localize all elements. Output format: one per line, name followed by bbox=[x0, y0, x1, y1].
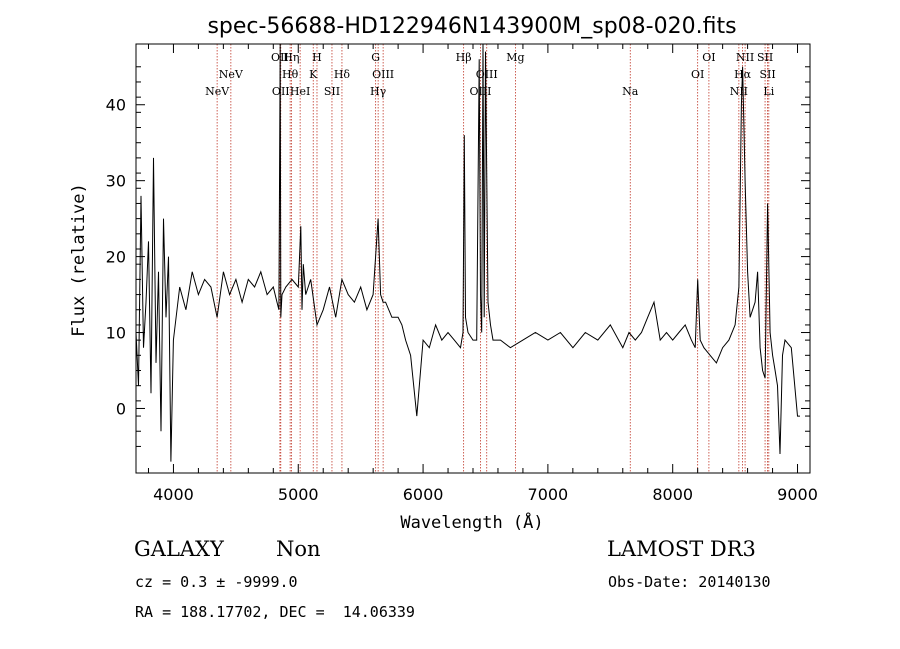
x-tick-label: 4000 bbox=[153, 485, 194, 504]
object-subclass: Non bbox=[276, 537, 321, 561]
emission-line-label: G bbox=[371, 51, 380, 64]
y-tick-label: 40 bbox=[106, 96, 126, 115]
emission-line-label: HeI bbox=[290, 85, 310, 98]
emission-line-label: SII bbox=[759, 68, 775, 81]
y-axis-label: Flux (relative) bbox=[69, 183, 89, 337]
emission-line-label: Hθ bbox=[282, 68, 299, 81]
emission-line-label: OI bbox=[691, 68, 704, 81]
x-axis-label: Wavelength (Å) bbox=[400, 511, 543, 533]
obs-date-text: Obs-Date: 20140130 bbox=[608, 573, 771, 591]
spectrum-series-line bbox=[135, 43, 800, 462]
emission-line-label: NeV bbox=[219, 68, 244, 81]
emission-line-label: OI bbox=[702, 51, 715, 64]
emission-line-label: Hη bbox=[283, 51, 299, 64]
emission-line-label: Mg bbox=[506, 51, 524, 64]
emission-line-label: Hδ bbox=[334, 68, 351, 81]
emission-line-label: OIII bbox=[469, 85, 491, 98]
emission-line-label: Na bbox=[622, 85, 639, 98]
emission-line-label: NII bbox=[730, 85, 748, 98]
x-tick-label: 5000 bbox=[278, 485, 319, 504]
survey-label: LAMOST DR3 bbox=[607, 537, 756, 561]
x-tick-label: 7000 bbox=[528, 485, 569, 504]
x-tick-label: 6000 bbox=[403, 485, 444, 504]
emission-line-label: OIII bbox=[476, 68, 498, 81]
emission-line-label: H bbox=[312, 51, 322, 64]
y-axis: 0 10 20 30 40 bbox=[106, 66, 810, 447]
emission-line-label: NII bbox=[736, 51, 754, 64]
emission-line-label: Hβ bbox=[456, 51, 472, 64]
emission-line-label: NeV bbox=[205, 85, 230, 98]
y-tick-label: 30 bbox=[106, 172, 126, 191]
x-axis: 4000 5000 6000 7000 8000 9000 bbox=[147, 44, 818, 504]
y-tick-label: 20 bbox=[106, 248, 126, 267]
x-tick-label: 9000 bbox=[777, 485, 818, 504]
x-tick-label: 8000 bbox=[652, 485, 693, 504]
emission-line-label: Li bbox=[763, 85, 774, 98]
redshift-text: cz = 0.3 ± -9999.0 bbox=[135, 573, 298, 591]
coordinates-text: RA = 188.17702, DEC = 14.06339 bbox=[135, 603, 415, 621]
emission-line-label: Hγ bbox=[370, 85, 387, 98]
y-tick-label: 10 bbox=[106, 324, 126, 343]
emission-line-labels: NeVNeVOIIOIIHθHηHeIKHSIIHδGHγOIIIHβOIIIO… bbox=[205, 51, 776, 98]
y-tick-label: 0 bbox=[116, 399, 126, 418]
object-class: GALAXY bbox=[134, 537, 224, 561]
chart-title: spec-56688-HD122946N143900M_sp08-020.fit… bbox=[207, 14, 736, 39]
emission-line-label: SII bbox=[757, 51, 773, 64]
emission-line-label: SII bbox=[324, 85, 340, 98]
emission-line-label: OIII bbox=[372, 68, 394, 81]
emission-line-label: K bbox=[309, 68, 318, 81]
